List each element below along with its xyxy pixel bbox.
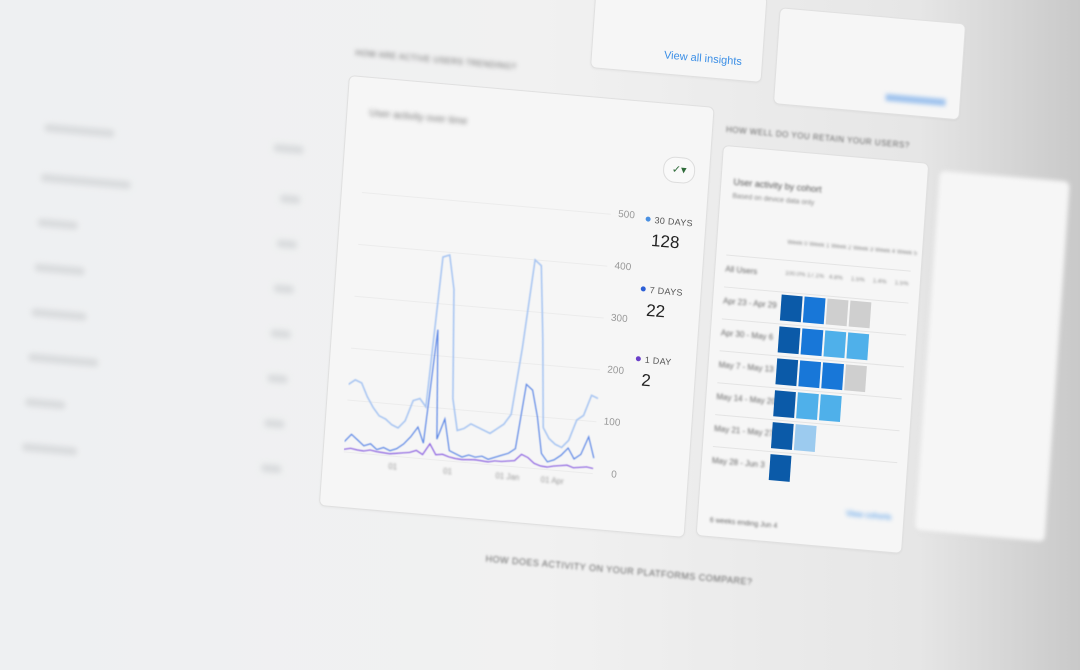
cohort-footer: 6 weeks ending Jun 4 [709, 517, 778, 530]
cohort-column-header: Week 4 [874, 247, 896, 256]
cohort-cell[interactable] [770, 422, 794, 450]
cohort-column-header: Week 1 [809, 241, 830, 250]
cohort-cell[interactable] [777, 326, 801, 355]
y-tick-label: 200 [606, 364, 625, 378]
y-tick-label: 400 [614, 260, 632, 274]
cohort-column-header: Week 3 [852, 245, 874, 254]
platforms-section-heading: HOW DOES ACTIVITY ON YOUR PLATFORMS COMP… [485, 553, 753, 587]
legend-30-days: 30 DAYS [645, 214, 693, 228]
trend-section-heading: HOW ARE ACTIVE USERS TRENDING? [355, 48, 517, 72]
left-panel [0, 52, 329, 577]
top-card-link[interactable] [885, 93, 946, 107]
legend-1-day: 1 DAY [635, 354, 672, 367]
gridline [358, 243, 608, 267]
cohort-cell[interactable] [821, 362, 844, 391]
user-activity-card: User activity over time ✓▾ 500 400 300 200 1… [318, 74, 715, 538]
right-card [913, 169, 1071, 543]
cohort-row-label: May 14 - May 20 [716, 392, 777, 407]
card-title: User activity over time [368, 107, 468, 128]
all-users-value: 4.8% [828, 274, 843, 282]
cohort-card: User activity by cohort Based on device … [695, 144, 930, 554]
value-30-days: 128 [650, 230, 681, 253]
all-users-value: 1.4% [872, 278, 887, 286]
cohort-cell[interactable] [825, 298, 849, 327]
view-all-insights-link[interactable]: View all insights [663, 49, 743, 69]
cohort-cell[interactable] [846, 332, 870, 361]
value-1-day: 2 [640, 370, 652, 391]
all-users-value: 100.0% [784, 270, 806, 279]
cohort-cell[interactable] [775, 358, 799, 387]
cohort-cell[interactable] [819, 394, 842, 423]
cohort-cell[interactable] [768, 454, 792, 482]
y-tick-label: 100 [603, 416, 621, 429]
all-users-value: 17.1% [806, 272, 825, 281]
cohort-title: User activity by cohort [733, 176, 822, 195]
cohort-cell[interactable] [793, 424, 817, 452]
legend-7-days: 7 DAYS [640, 284, 683, 298]
cohort-row-label: Apr 23 - Apr 29 [722, 296, 778, 311]
cohort-row-label: May 28 - Jun 3 [711, 456, 765, 470]
compare-dropdown[interactable]: ✓▾ [662, 155, 696, 185]
cohort-cell[interactable] [848, 300, 872, 329]
series-line-2 [343, 442, 594, 470]
y-tick-label: 0 [610, 469, 618, 481]
cohort-cell[interactable] [773, 390, 796, 419]
view-cohorts-link[interactable]: View cohorts [845, 508, 892, 522]
gridline [350, 347, 601, 371]
cohort-row-label: May 21 - May 27 [713, 424, 774, 439]
cohort-cell[interactable] [796, 392, 819, 421]
cohort-cell[interactable] [798, 360, 822, 389]
gridline [343, 451, 593, 475]
series-line-1 [343, 329, 595, 463]
cohort-row-label: Apr 30 - May 6 [720, 328, 774, 342]
cohort-row-label: May 7 - May 13 [718, 360, 774, 375]
legend: 30 DAYS 128 7 DAYS 22 1 DAY 2 [350, 76, 714, 390]
check-circle-icon: ✓▾ [671, 163, 687, 177]
value-7-days: 22 [645, 300, 666, 322]
line-chart [343, 192, 611, 475]
cohort-cell[interactable] [802, 296, 826, 325]
top-card-right [772, 7, 967, 121]
series-line-0 [347, 253, 599, 449]
legend-dot [635, 356, 642, 362]
cohort-cell[interactable] [844, 364, 867, 393]
cohort-column-header: Week 2 [830, 243, 852, 252]
cohort-column-header: Week 5 [896, 249, 918, 258]
gridline [361, 192, 611, 215]
gridline [347, 399, 597, 423]
all-users-value: 1.5% [850, 276, 865, 284]
cohort-subtitle: Based on device data only [732, 192, 815, 207]
cohort-cell[interactable] [800, 328, 824, 357]
cohort-cell[interactable] [823, 330, 847, 359]
retention-section-heading: HOW WELL DO YOU RETAIN YOUR USERS? [725, 125, 911, 151]
cohort-column-header: Week 0 [787, 239, 808, 248]
legend-dot [645, 216, 651, 222]
x-axis: 01 01 01 Jan 01 Apr [350, 76, 714, 486]
y-tick-label: 500 [617, 208, 636, 222]
gridline [354, 295, 604, 319]
legend-dot [640, 286, 646, 292]
cohort-cell[interactable] [779, 294, 803, 323]
y-tick-label: 300 [610, 312, 628, 326]
insights-card: View all insights [590, 0, 768, 83]
y-axis: 500 400 300 200 100 0 [350, 76, 714, 481]
all-users-value: 1.5% [894, 280, 909, 288]
